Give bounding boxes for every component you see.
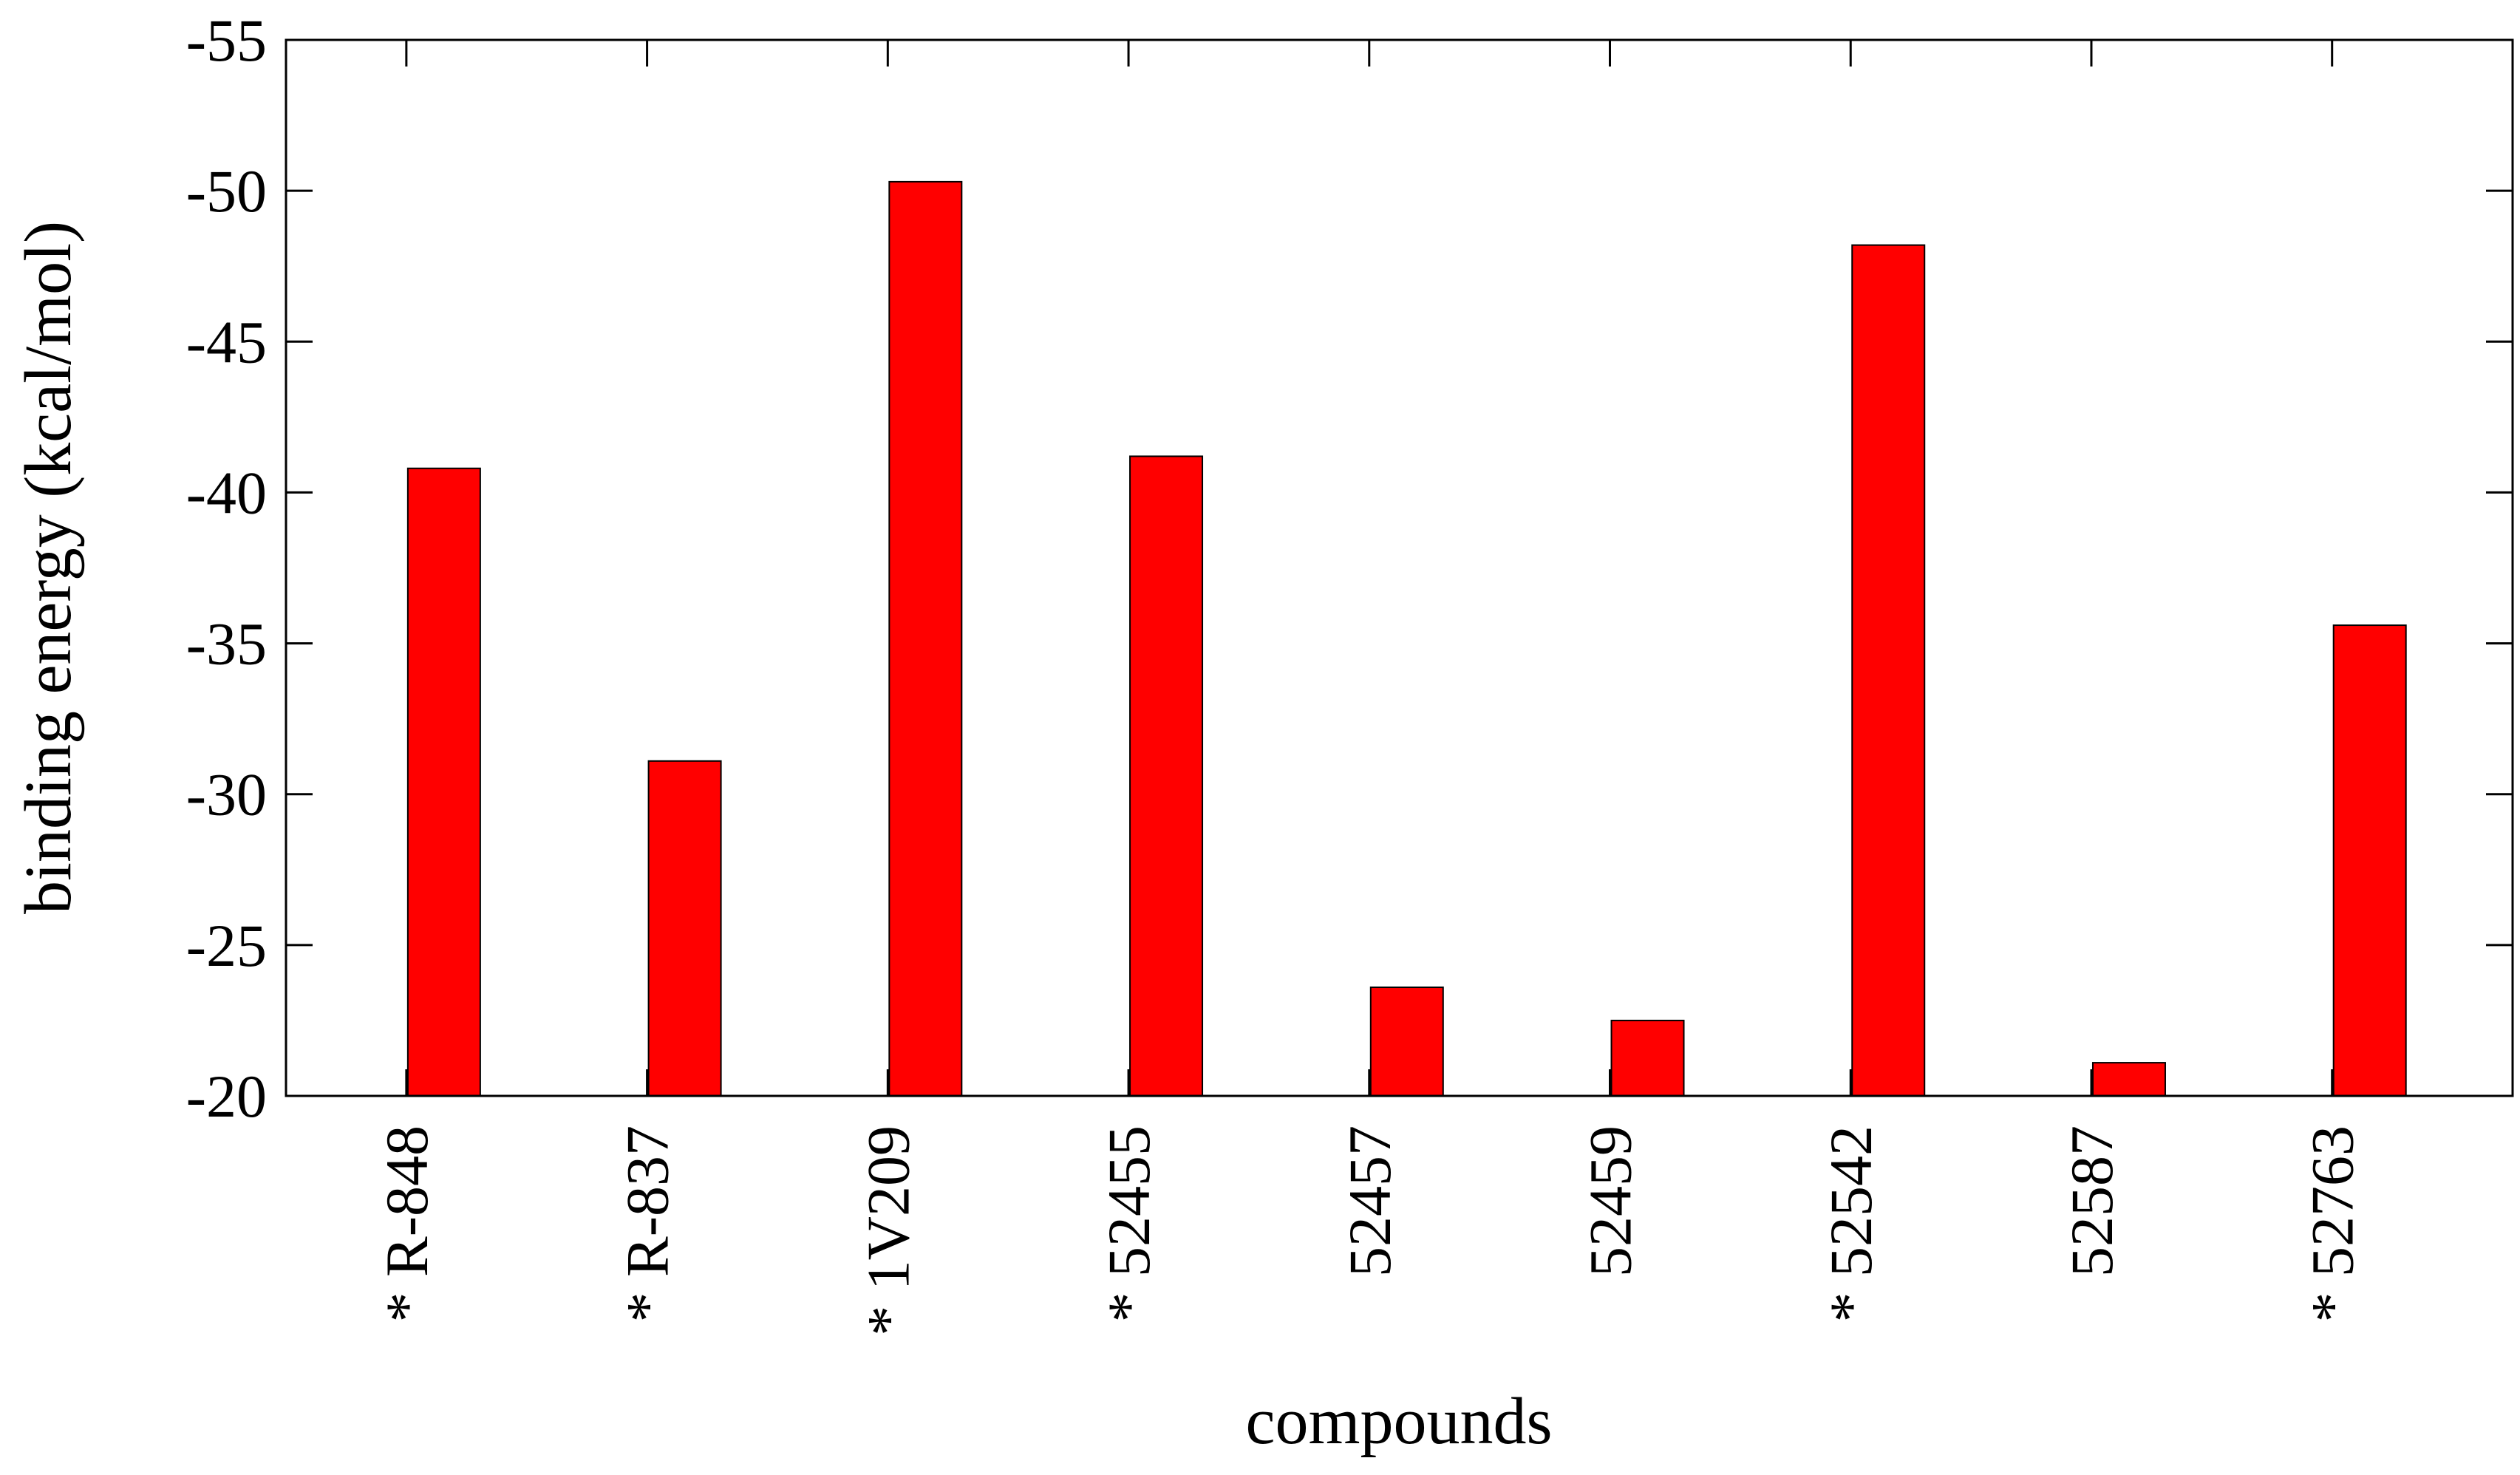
x-category-label: * 52763 [2299,1125,2366,1323]
bar [406,467,481,1097]
ticks-layer [286,38,2513,1097]
bars-layer [406,180,2407,1097]
bar [2332,624,2407,1097]
x-category-label: 52587 [2058,1125,2125,1277]
bar [1369,987,1444,1097]
x-category-label: * R-848 [373,1125,440,1323]
plot-frame [285,38,2514,1097]
y-tick-label: -50 [186,157,267,225]
x-category-label: * R-837 [614,1125,681,1323]
y-tick-label: -30 [186,761,267,828]
y-tick-label: -45 [186,308,267,375]
bar [1610,1019,1685,1097]
y-axis-title: binding energy (kcal/mol) [12,221,85,914]
y-tick-label: -20 [186,1063,267,1130]
x-axis-title: compounds [1246,1385,1553,1458]
bar [1129,455,1204,1097]
y-tick-labels: -20 -25 -30 -35 -40 -45 -50 -55 [186,7,267,1130]
x-category-label: 52457 [1336,1125,1403,1277]
y-tick-label: -40 [186,459,267,526]
bar [2091,1062,2166,1097]
x-tick-labels: * R-848 * R-837 * 1V209 * 52455 52457 52459 * … [373,1125,2366,1336]
bar [1851,244,1926,1097]
bar [647,760,722,1097]
x-category-label: * 52455 [1095,1125,1162,1323]
x-category-label: * 52542 [1817,1125,1884,1323]
x-category-label: 52459 [1577,1125,1644,1277]
y-tick-label: -35 [186,610,267,678]
bar [888,180,963,1097]
y-tick-label: -55 [186,7,267,74]
y-tick-label: -25 [186,912,267,979]
x-category-label: * 1V209 [854,1125,922,1336]
